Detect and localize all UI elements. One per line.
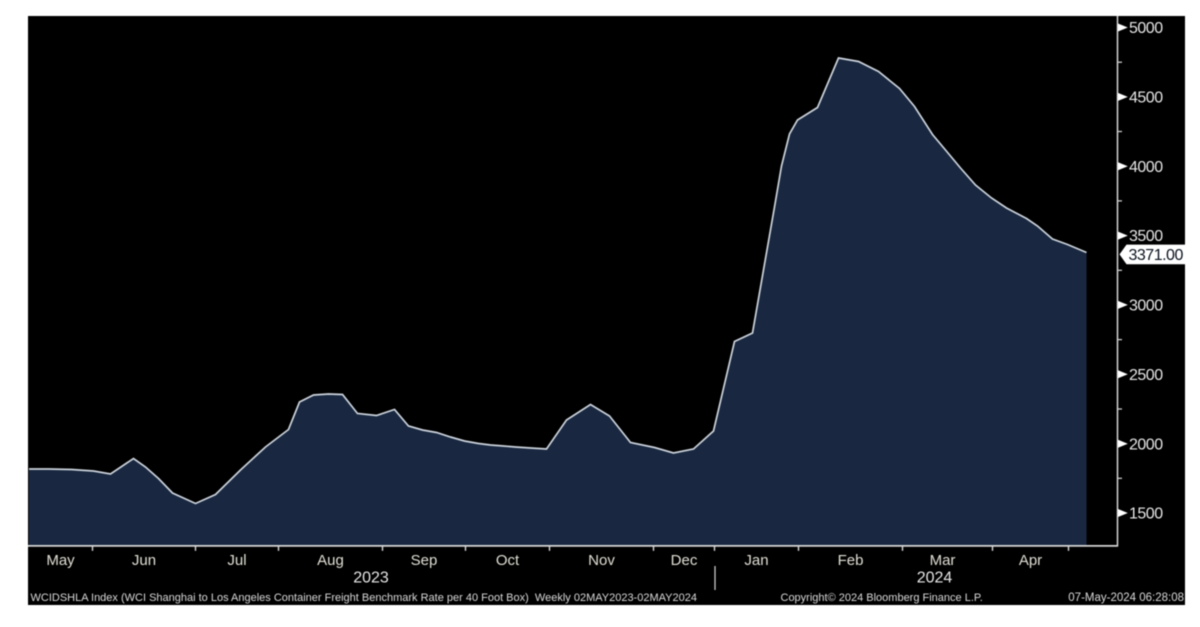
svg-text:5000: 5000 [1129, 20, 1163, 37]
svg-text:Mar: Mar [929, 552, 955, 569]
svg-text:WCIDSHLA Index (WCI Shanghai t: WCIDSHLA Index (WCI Shanghai to Los Ange… [30, 592, 696, 604]
svg-text:Feb: Feb [837, 552, 863, 569]
svg-text:Jul: Jul [227, 552, 246, 569]
svg-text:2000: 2000 [1129, 436, 1163, 453]
svg-text:3500: 3500 [1129, 228, 1163, 245]
svg-text:2024: 2024 [916, 570, 952, 587]
svg-text:Apr: Apr [1018, 552, 1041, 569]
svg-text:07-May-2024 06:28:08: 07-May-2024 06:28:08 [1068, 592, 1184, 604]
svg-text:1500: 1500 [1129, 506, 1163, 523]
svg-text:Jun: Jun [131, 552, 155, 569]
svg-text:4000: 4000 [1129, 159, 1163, 176]
svg-text:2023: 2023 [353, 570, 389, 587]
svg-text:May: May [46, 552, 75, 569]
svg-text:Jan: Jan [744, 552, 768, 569]
svg-text:3371.00: 3371.00 [1128, 247, 1183, 264]
svg-text:4500: 4500 [1129, 90, 1163, 107]
svg-text:Nov: Nov [588, 552, 615, 569]
svg-text:2500: 2500 [1129, 367, 1163, 384]
svg-text:Dec: Dec [670, 552, 697, 569]
svg-text:Aug: Aug [317, 552, 344, 569]
svg-text:Sep: Sep [410, 552, 437, 569]
svg-text:Oct: Oct [495, 552, 519, 569]
svg-text:Copyright© 2024 Bloomberg Fina: Copyright© 2024 Bloomberg Finance L.P. [780, 592, 982, 604]
svg-text:3000: 3000 [1129, 298, 1163, 315]
